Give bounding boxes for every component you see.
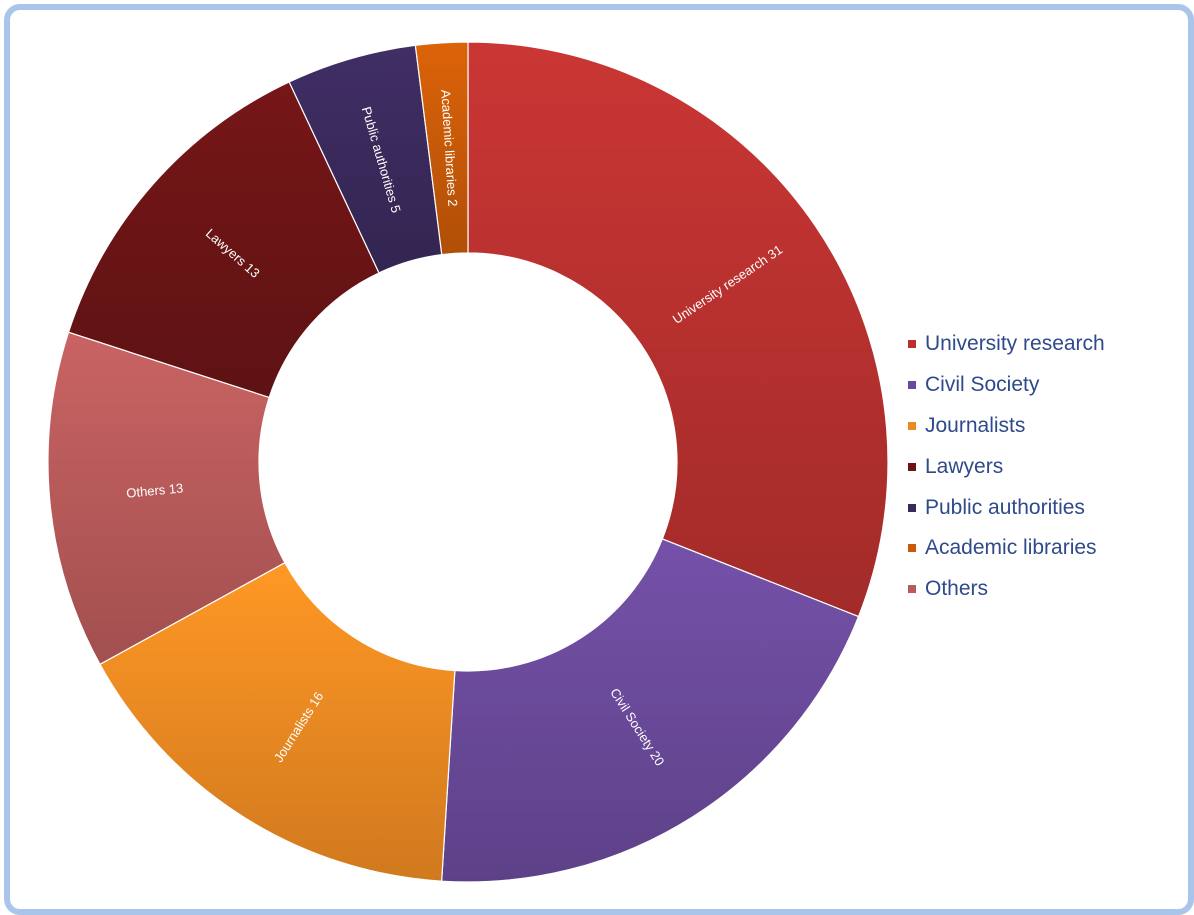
legend-item-lawyers: Lawyers <box>908 446 1105 487</box>
legend-label: University research <box>925 332 1105 356</box>
legend-label: Journalists <box>925 413 1026 437</box>
legend-swatch <box>908 340 916 349</box>
slice-university-research <box>467 41 889 618</box>
legend-swatch <box>908 462 916 471</box>
legend-label: Academic libraries <box>925 536 1097 560</box>
legend-label: Civil Society <box>925 373 1040 397</box>
legend-item-university-research: University research <box>908 324 1105 365</box>
slice-lawyers <box>67 81 380 399</box>
legend-swatch <box>908 585 916 594</box>
slice-label-others: Others 13 <box>126 480 184 500</box>
legend-item-civil-society: Civil Society <box>908 365 1105 406</box>
legend-item-public-authorities: Public authorities <box>908 487 1105 528</box>
slice-others <box>47 331 286 666</box>
slice-civil-society <box>440 538 860 883</box>
legend-label: Public authorities <box>925 495 1085 519</box>
slice-label-academic-libraries: Academic libraries 2 <box>438 89 460 207</box>
legend-item-journalists: Journalists <box>908 406 1105 447</box>
chart-legend: University research Civil Society Journali… <box>908 324 1105 610</box>
slice-journalists <box>99 561 456 882</box>
legend-swatch <box>908 503 916 512</box>
legend-swatch <box>908 421 916 430</box>
legend-item-academic-libraries: Academic libraries <box>908 528 1105 569</box>
legend-swatch <box>908 544 916 553</box>
legend-swatch <box>908 381 916 390</box>
legend-item-others: Others <box>908 569 1105 610</box>
legend-label: Others <box>925 577 989 601</box>
slice-academic-libraries <box>414 41 469 256</box>
legend-label: Lawyers <box>925 454 1004 478</box>
